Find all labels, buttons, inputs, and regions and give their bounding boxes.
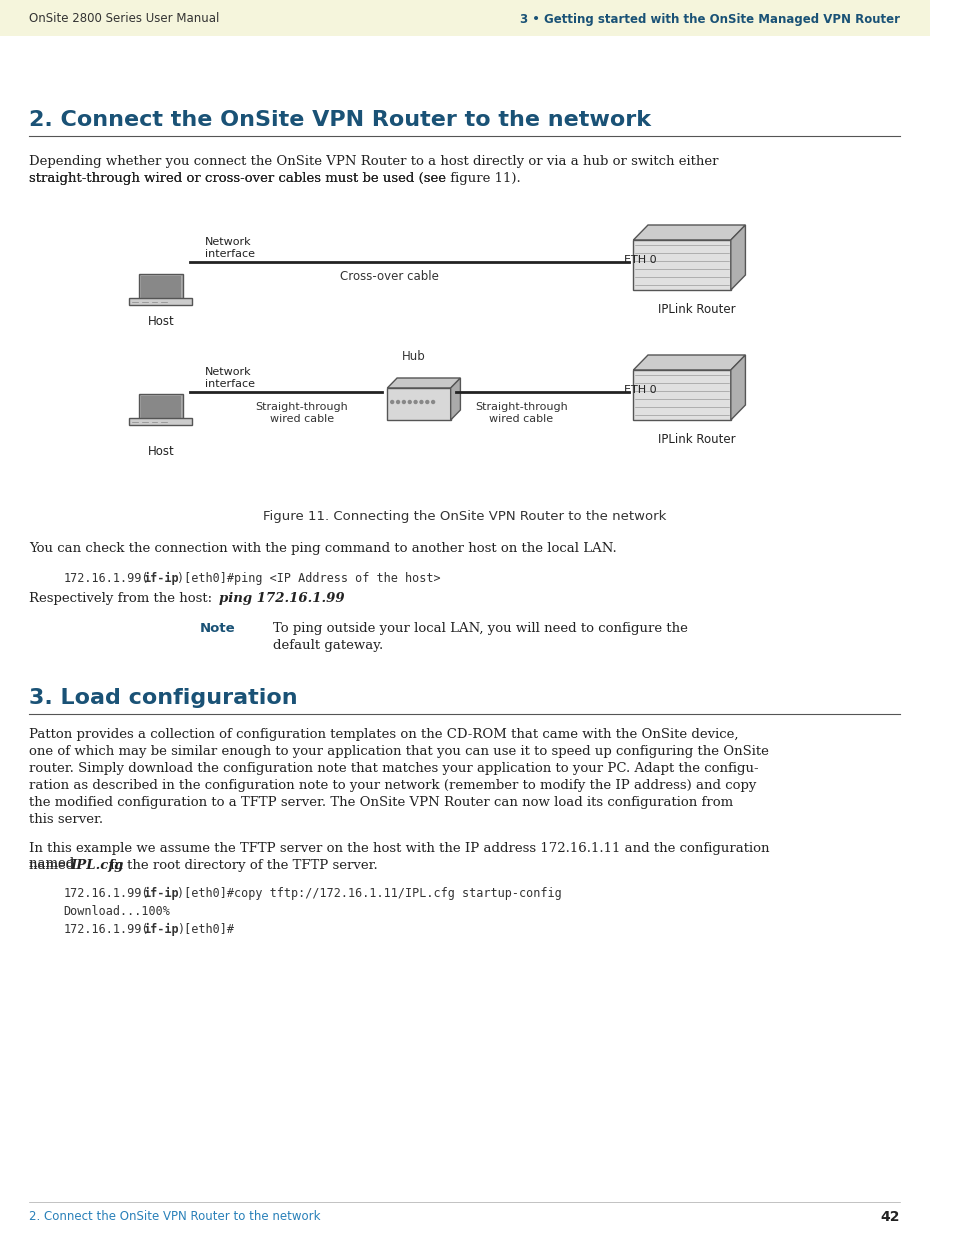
Text: 172.16.1.99(: 172.16.1.99( bbox=[63, 923, 149, 936]
Text: Patton provides a collection of configuration templates on the CD-ROM that came : Patton provides a collection of configur… bbox=[30, 727, 738, 741]
Text: Network
interface: Network interface bbox=[204, 367, 254, 389]
Bar bbox=[140, 275, 181, 298]
Text: IPLink Router: IPLink Router bbox=[658, 433, 735, 446]
Bar bbox=[129, 417, 193, 425]
Text: 2. Connect the OnSite VPN Router to the network: 2. Connect the OnSite VPN Router to the … bbox=[30, 1210, 320, 1223]
Text: if-ip: if-ip bbox=[143, 923, 178, 936]
Polygon shape bbox=[633, 225, 744, 240]
Text: You can check the connection with the ping command to another host on the local : You can check the connection with the pi… bbox=[30, 542, 617, 555]
Circle shape bbox=[391, 400, 394, 404]
Text: Download...100%: Download...100% bbox=[63, 905, 170, 918]
Text: Hub: Hub bbox=[402, 350, 426, 363]
Text: )[eth0]#ping <IP Address of the host>: )[eth0]#ping <IP Address of the host> bbox=[177, 572, 440, 585]
Polygon shape bbox=[633, 370, 730, 420]
Text: named: named bbox=[30, 860, 79, 872]
Circle shape bbox=[396, 400, 399, 404]
Polygon shape bbox=[387, 388, 450, 420]
Text: Note: Note bbox=[199, 622, 235, 635]
Circle shape bbox=[402, 400, 405, 404]
Bar bbox=[138, 394, 183, 420]
Bar bbox=[0, 0, 928, 36]
Text: IPLink Router: IPLink Router bbox=[658, 303, 735, 316]
Text: )[eth0]#: )[eth0]# bbox=[177, 923, 234, 936]
Text: 3 • Getting started with the OnSite Managed VPN Router: 3 • Getting started with the OnSite Mana… bbox=[519, 12, 900, 26]
Text: ration as described in the configuration note to your network (remember to modif: ration as described in the configuration… bbox=[30, 779, 756, 792]
Text: router. Simply download the configuration note that matches your application to : router. Simply download the configuratio… bbox=[30, 762, 758, 776]
Text: straight-through wired or cross-over cables must be used (see figure 11).: straight-through wired or cross-over cab… bbox=[30, 172, 520, 185]
Text: Cross-over cable: Cross-over cable bbox=[340, 270, 438, 283]
Text: ETH 0: ETH 0 bbox=[623, 385, 656, 395]
Text: if-ip: if-ip bbox=[143, 887, 178, 900]
Bar bbox=[138, 274, 183, 300]
Text: 172.16.1.99(: 172.16.1.99( bbox=[63, 572, 149, 585]
Polygon shape bbox=[450, 378, 460, 420]
Text: IPL.cfg: IPL.cfg bbox=[71, 860, 123, 872]
Text: OnSite 2800 Series User Manual: OnSite 2800 Series User Manual bbox=[30, 12, 219, 26]
Text: Host: Host bbox=[148, 445, 174, 458]
Text: 3. Load configuration: 3. Load configuration bbox=[30, 688, 297, 708]
Text: 2. Connect the OnSite VPN Router to the network: 2. Connect the OnSite VPN Router to the … bbox=[30, 110, 651, 130]
Text: 172.16.1.99(: 172.16.1.99( bbox=[63, 887, 149, 900]
Bar bbox=[140, 396, 181, 417]
Bar bbox=[129, 298, 193, 305]
Text: ETH 0: ETH 0 bbox=[623, 254, 656, 266]
Text: this server.: this server. bbox=[30, 813, 103, 826]
Text: straight-through wired or cross-over cables must be used (see: straight-through wired or cross-over cab… bbox=[30, 172, 450, 185]
Text: Straight-through
wired cable: Straight-through wired cable bbox=[255, 403, 348, 424]
Circle shape bbox=[425, 400, 428, 404]
Polygon shape bbox=[633, 354, 744, 370]
Text: one of which may be similar enough to your application that you can use it to sp: one of which may be similar enough to yo… bbox=[30, 745, 768, 758]
Polygon shape bbox=[387, 378, 460, 388]
Text: Host: Host bbox=[148, 315, 174, 329]
Polygon shape bbox=[633, 240, 730, 290]
Circle shape bbox=[431, 400, 435, 404]
Polygon shape bbox=[730, 225, 744, 290]
Circle shape bbox=[414, 400, 416, 404]
Text: default gateway.: default gateway. bbox=[273, 638, 383, 652]
Text: ping 172.16.1.99: ping 172.16.1.99 bbox=[219, 592, 344, 605]
Polygon shape bbox=[730, 354, 744, 420]
Text: Figure 11. Connecting the OnSite VPN Router to the network: Figure 11. Connecting the OnSite VPN Rou… bbox=[263, 510, 666, 522]
Text: 42: 42 bbox=[880, 1210, 900, 1224]
Text: Network
interface: Network interface bbox=[204, 237, 254, 258]
Text: the modified configuration to a TFTP server. The OnSite VPN Router can now load : the modified configuration to a TFTP ser… bbox=[30, 797, 733, 809]
Circle shape bbox=[419, 400, 422, 404]
Text: Straight-through
wired cable: Straight-through wired cable bbox=[475, 403, 567, 424]
Text: Respectively from the host:: Respectively from the host: bbox=[30, 592, 216, 605]
Text: if-ip: if-ip bbox=[143, 572, 178, 585]
Text: in the root directory of the TFTP server.: in the root directory of the TFTP server… bbox=[106, 860, 377, 872]
Circle shape bbox=[408, 400, 411, 404]
Text: Depending whether you connect the OnSite VPN Router to a host directly or via a : Depending whether you connect the OnSite… bbox=[30, 156, 718, 168]
Text: To ping outside your local LAN, you will need to configure the: To ping outside your local LAN, you will… bbox=[273, 622, 687, 635]
Text: In this example we assume the TFTP server on the host with the IP address 172.16: In this example we assume the TFTP serve… bbox=[30, 842, 769, 869]
Text: )[eth0]#copy tftp://172.16.1.11/IPL.cfg startup-config: )[eth0]#copy tftp://172.16.1.11/IPL.cfg … bbox=[177, 887, 561, 900]
